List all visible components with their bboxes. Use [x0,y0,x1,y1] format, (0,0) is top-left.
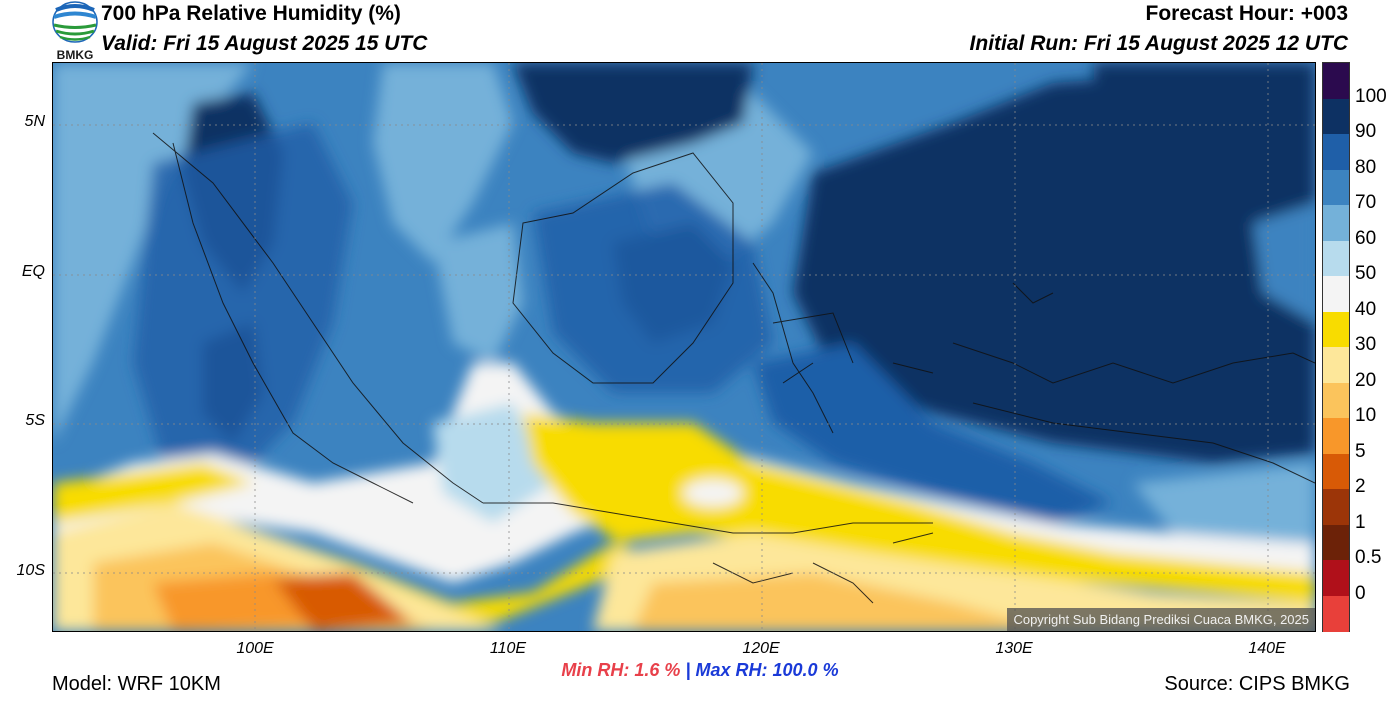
humidity-field [53,63,1315,631]
colorbar-segment [1323,205,1349,241]
colorbar-segment [1323,134,1349,170]
colorbar-segment [1323,418,1349,454]
map-title: 700 hPa Relative Humidity (%) [101,2,401,25]
min-rh: Min RH: 1.6 % [561,660,681,680]
colorbar-label: 10 [1355,405,1377,426]
lon-label-110e: 110E [489,640,527,657]
colorbar-label: 30 [1355,334,1377,355]
colorbar-segment [1323,489,1349,525]
stats-separator: | [685,660,691,680]
colorbar-segment [1323,524,1349,561]
model-label: Model: WRF 10KM [52,673,221,695]
colorbar-label: 0 [1355,582,1366,604]
initial-run: Initial Run: Fri 15 August 2025 12 UTC [969,32,1348,55]
colorbar [1322,62,1350,632]
humidity-map: Copyright Sub Bidang Prediksi Cuaca BMKG… [52,62,1316,632]
colorbar-label: 5 [1355,440,1366,462]
colorbar-label: 50 [1355,263,1377,284]
colorbar-segment [1323,382,1349,419]
colorbar-segment [1323,169,1349,206]
colorbar-segment [1323,595,1349,632]
colorbar-label: 80 [1355,156,1377,178]
lon-label-120e: 120E [742,640,780,657]
colorbar-segment [1323,560,1349,596]
lat-label-5n: 5N [24,113,45,130]
colorbar-label: 70 [1355,192,1377,213]
source-label: Source: CIPS BMKG [1164,673,1350,695]
lat-label-10s: 10S [16,562,45,579]
lon-label-140e: 140E [1248,640,1286,657]
colorbar-segment [1323,240,1349,277]
colorbar-segment [1323,276,1349,312]
colorbar-segment [1323,453,1349,490]
max-rh: Max RH: 100.0 % [695,660,839,680]
lat-label-5s: 5S [25,412,45,429]
colorbar-segment [1323,311,1349,348]
forecast-hour: Forecast Hour: +003 [1145,2,1349,25]
colorbar-label: 1 [1355,511,1366,533]
colorbar-segment [1323,98,1349,135]
lat-label-eq: EQ [21,263,45,280]
lon-label-130e: 130E [995,640,1033,657]
colorbar-segment [1323,347,1349,383]
colorbar-label: 40 [1355,298,1377,320]
logo-text: BMKG [57,48,94,62]
colorbar-segment [1323,63,1349,99]
colorbar-label: 90 [1355,121,1377,142]
lon-label-100e: 100E [236,640,274,657]
colorbar-label: 100 [1355,85,1387,107]
valid-time: Valid: Fri 15 August 2025 15 UTC [101,32,428,55]
rh-stats: Min RH: 1.6 % | Max RH: 100.0 % [0,660,1400,681]
colorbar-label: 20 [1355,369,1377,391]
bmkg-logo-icon: BMKG [52,1,98,62]
colorbar-label: 2 [1355,476,1366,497]
colorbar-label: 0.5 [1355,547,1382,568]
copyright-notice: Copyright Sub Bidang Prediksi Cuaca BMKG… [1007,608,1315,631]
colorbar-label: 60 [1355,227,1377,249]
